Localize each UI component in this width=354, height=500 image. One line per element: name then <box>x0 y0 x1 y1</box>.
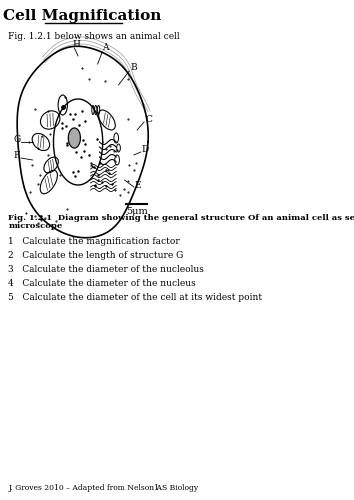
Text: 2   Calculate the length of structure G: 2 Calculate the length of structure G <box>8 251 184 260</box>
Text: 1: 1 <box>153 484 158 492</box>
Text: 5μm: 5μm <box>126 207 148 216</box>
Text: B: B <box>130 63 137 72</box>
Text: F: F <box>13 151 19 160</box>
Text: A: A <box>102 43 109 52</box>
Text: Fig. 1.2.1  Diagram showing the general structure Of an animal cell as seen unde: Fig. 1.2.1 Diagram showing the general s… <box>8 214 354 222</box>
Text: Fig. 1.2.1 below shows an animal cell: Fig. 1.2.1 below shows an animal cell <box>8 32 180 41</box>
Text: Cell Magnification: Cell Magnification <box>3 9 161 23</box>
Text: G: G <box>13 135 20 144</box>
Text: D: D <box>142 145 149 154</box>
Polygon shape <box>68 128 80 148</box>
Text: microscope: microscope <box>8 222 63 230</box>
Text: 3   Calculate the diameter of the nucleolus: 3 Calculate the diameter of the nucleolu… <box>8 265 204 274</box>
Text: C: C <box>145 115 152 124</box>
Text: J. Groves 2010 – Adapted from Nelson AS Biology: J. Groves 2010 – Adapted from Nelson AS … <box>8 484 199 492</box>
Text: H: H <box>72 40 80 49</box>
Text: 1   Calculate the magnification factor: 1 Calculate the magnification factor <box>8 237 180 246</box>
Text: 5   Calculate the diameter of the cell at its widest point: 5 Calculate the diameter of the cell at … <box>8 293 262 302</box>
Text: 4   Calculate the diameter of the nucleus: 4 Calculate the diameter of the nucleus <box>8 279 196 288</box>
Text: E: E <box>135 181 141 190</box>
